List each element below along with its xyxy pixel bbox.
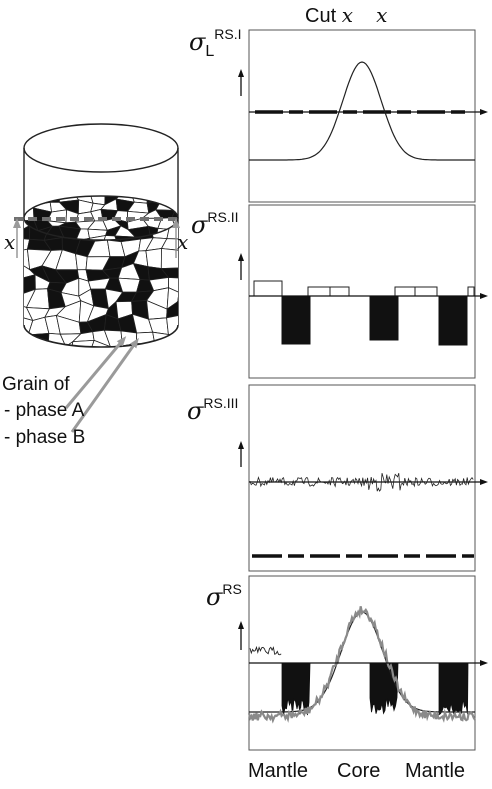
grain-cell xyxy=(167,334,178,344)
grain-cell xyxy=(166,341,178,347)
panel-label-4: σRS xyxy=(206,581,242,611)
grain-cell xyxy=(155,198,177,211)
grain-cell xyxy=(199,354,216,370)
panel-label-1: σLRS.I xyxy=(189,26,242,60)
grain-cell xyxy=(75,253,88,271)
phase-b-pointer xyxy=(70,337,139,433)
grain-cell xyxy=(160,248,178,269)
grain-cell xyxy=(186,245,205,257)
phase-a-pointer xyxy=(64,336,127,409)
grain-cell xyxy=(59,354,71,371)
x-label-mantle-right: Mantle xyxy=(405,760,466,782)
grain-cell xyxy=(195,341,212,359)
measured-stress-curve xyxy=(247,606,476,724)
grain-cell xyxy=(191,190,206,203)
panel-frame-3 xyxy=(248,384,476,572)
grain-cell xyxy=(184,354,199,372)
grain-cell xyxy=(131,196,149,204)
grain-cell xyxy=(166,301,178,319)
phase-a-block xyxy=(307,286,331,297)
grain-cell xyxy=(24,196,39,206)
grain-cell xyxy=(146,341,171,347)
grain-cell xyxy=(160,267,178,279)
grain-cell xyxy=(177,291,178,308)
grain-cell xyxy=(199,243,214,253)
panel-label-2: σRS.II xyxy=(191,209,239,239)
grain-cell xyxy=(195,314,216,336)
legend-phase-b: - phase B xyxy=(4,427,86,448)
plateau-noise xyxy=(249,645,282,656)
phase-a-block xyxy=(329,286,350,297)
grain-cell xyxy=(195,331,216,342)
grain-cell xyxy=(20,359,32,373)
macro-stress-curve xyxy=(249,61,475,161)
panel-frame-2 xyxy=(248,204,476,379)
panel-2-micro-stress xyxy=(249,280,488,346)
grain-cell xyxy=(193,277,216,294)
grain-cell xyxy=(166,313,178,336)
grain-cell xyxy=(196,251,213,270)
grain-cell xyxy=(145,248,162,269)
grain-cell xyxy=(186,200,203,210)
phase-a-block xyxy=(467,286,475,297)
x-label-mantle-left: Mantle xyxy=(248,760,309,782)
phase-a-block xyxy=(394,286,416,297)
grain-cell xyxy=(167,353,184,372)
grain-cell xyxy=(47,345,67,347)
grain-cell xyxy=(24,339,30,347)
grain-cell xyxy=(183,341,199,358)
phase-b-block xyxy=(281,662,311,716)
cylinder-top-ellipse xyxy=(23,123,179,173)
phase-b-block xyxy=(438,662,469,716)
grain-cell xyxy=(148,353,168,370)
panel-4-total-stress xyxy=(247,606,488,724)
intragranular-noise xyxy=(249,472,474,492)
grain-cell xyxy=(160,238,178,252)
panel-1-macro-stress xyxy=(249,61,488,161)
grain-cell xyxy=(48,354,62,373)
grain-cell xyxy=(70,339,95,347)
grain-cell xyxy=(28,345,51,347)
phase-b-block xyxy=(281,295,311,345)
phase-b-block xyxy=(369,662,399,715)
grain-cell xyxy=(71,353,90,371)
grain-cell xyxy=(89,234,107,240)
grain-cell xyxy=(168,277,178,293)
grain-cell xyxy=(179,277,193,294)
grain-cell xyxy=(89,339,111,347)
grain-cell xyxy=(139,354,155,368)
phase-a-block xyxy=(253,280,283,297)
grain-cell xyxy=(193,305,208,317)
grain-cell xyxy=(160,196,178,206)
panel-label-3: σRS.III xyxy=(187,395,239,425)
grain-cell xyxy=(185,314,196,335)
grain-cell xyxy=(176,300,178,317)
phase-b-block xyxy=(369,295,399,341)
cut-label-right: x xyxy=(177,230,189,254)
grain-cell xyxy=(29,354,50,373)
grain-cell xyxy=(135,343,156,347)
grain-cell xyxy=(183,331,195,344)
grain-cell xyxy=(193,290,209,307)
x-label-core: Core xyxy=(337,760,381,782)
legend-phase-a: - phase A xyxy=(4,400,85,421)
grain-cell xyxy=(101,235,119,240)
cut-label-left: x xyxy=(4,230,16,254)
grain-cell xyxy=(193,262,216,284)
cut-title: Cut x x xyxy=(305,3,388,27)
panel-3-intragranular-stress xyxy=(249,472,488,558)
legend-heading: Grain of xyxy=(2,374,70,395)
phase-a-block xyxy=(414,286,438,297)
panel-frame-1 xyxy=(248,29,476,203)
grain-cell xyxy=(183,262,196,279)
phase-b-block xyxy=(438,295,468,346)
